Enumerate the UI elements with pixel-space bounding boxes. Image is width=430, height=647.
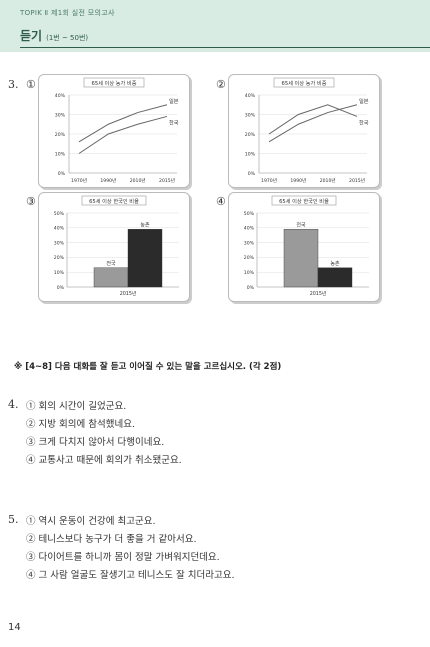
y-tick-label: 10% [55,151,66,157]
x-tick-label: 1990년 [100,177,116,184]
series-line-한국 [78,115,168,154]
y-tick-label: 10% [54,270,65,276]
x-tick-label: 2010년 [130,177,146,184]
y-tick-label: 0% [248,171,256,177]
question-3-number: 3. [8,78,19,91]
option-4-marker: ④ [216,195,226,208]
question-5-option-3: ③ 다이어트를 하니까 몸이 정말 가벼워지던데요. [26,552,220,563]
chart-title: 65세 이상 농가 비중 [282,79,327,87]
section-title-text: 듣기 [20,29,43,43]
chart-svg: 65세 이상 한국인 비율 0% 10% 20% 30% 40% 50% 전국 농촌 2015년 [54,195,179,297]
y-tick-label: 20% [244,255,255,261]
chart-option-2: 65세 이상 농가 비중 0% 10% 20% 30% 40% 1970년 1990년 2010… [228,74,380,188]
series-label: 한국 [359,119,369,126]
y-tick-label: 30% [54,240,65,246]
y-tick-label: 0% [247,285,255,291]
option-3-marker: ③ [26,195,36,208]
x-tick-label: 1970년 [261,177,277,184]
chart-svg: 65세 이상 농가 비중 0% 10% 20% 30% 40% 1970년 1990년 2010… [245,77,369,184]
series-line-일본 [78,104,168,143]
header-band [0,0,430,52]
y-tick-label: 40% [244,226,255,232]
y-tick-label: 40% [245,93,256,99]
series-label: 일본 [359,97,369,105]
y-tick-label: 10% [245,151,256,157]
x-tick-label: 2015년 [159,177,175,184]
x-tick-label: 1990년 [290,177,306,184]
chart-option-1: 65세 이상 농가 비중 0% 10% 20% 30% 40% 1970년 1990년 2010… [38,74,190,188]
x-tick-label: 2015년 [349,177,365,184]
question-4-option-1: ① 회의 시간이 길었군요. [26,401,127,412]
chart-svg: 65세 이상 농가 비중 0% 10% 20% 30% 40% 1970년 1990년 2010… [55,77,179,184]
y-tick-label: 40% [54,226,65,232]
bar-label: 농촌 [140,221,150,228]
chart-title-box [81,195,147,206]
y-tick-label: 0% [58,171,66,177]
y-tick-label: 30% [245,112,256,118]
question-5-option-2: ② 테니스보다 농구가 더 좋을 거 같아서요. [26,534,197,545]
y-tick-label: 40% [55,93,66,99]
question-4-number: 4. [8,398,19,411]
x-tick-label: 2010년 [320,177,336,184]
instruction-text: ※ [4~8] 다음 대화를 잘 듣고 이어질 수 있는 말을 고르십시오. (… [14,362,282,372]
y-tick-label: 10% [244,270,255,276]
y-tick-label: 20% [245,132,256,138]
question-5-option-1: ① 역시 운동이 건강에 최고군요. [26,516,156,527]
bar-농촌 [127,229,163,288]
bar-전국 [93,267,129,288]
page-number: 14 [8,622,21,633]
y-tick-label: 50% [54,211,65,217]
chart-title-box [273,77,335,88]
x-tick-label: 1970년 [71,177,87,184]
section-title: 듣기 (1번 ~ 50번) [20,27,88,44]
question-5-number: 5. [8,513,19,526]
series-line-한국 [268,104,358,135]
x-axis-label: 2015년 [120,290,137,297]
x-axis-label: 2015년 [310,290,327,297]
option-2-marker: ② [216,78,226,91]
header-subtitle: TOPIK Ⅱ 제1회 실전 모의고사 [20,9,115,17]
chart-title-box [271,195,337,206]
y-tick-label: 50% [244,211,255,217]
y-tick-label: 20% [54,255,65,261]
header-divider [20,47,430,48]
bar-label: 전국 [106,260,116,267]
chart-title: 65세 이상 한국인 비율 [279,197,329,205]
question-5-option-4: ④ 그 사람 얼굴도 잘생기고 테니스도 잘 치더라고요. [26,570,235,581]
bar-label: 농촌 [330,260,340,267]
question-4-option-4: ④ 교통사고 때문에 회의가 취소됐군요. [26,455,182,466]
bar-전국 [283,229,319,288]
y-tick-label: 30% [244,240,255,246]
chart-option-3: 65세 이상 한국인 비율 0% 10% 20% 30% 40% 50% 전국 농촌 2015년 [38,192,190,302]
chart-title: 65세 이상 한국인 비율 [89,197,139,205]
question-4-option-3: ③ 크게 다치지 않아서 다행이네요. [26,437,165,448]
chart-title-box [83,77,145,88]
series-label: 한국 [169,119,179,126]
y-tick-label: 0% [57,285,65,291]
y-tick-label: 30% [55,112,66,118]
y-tick-label: 20% [55,132,66,138]
question-range: (1번 ~ 50번) [46,34,89,42]
option-1-marker: ① [26,78,36,91]
bar-농촌 [317,267,353,288]
question-4-option-2: ② 지방 회의에 참석했네요. [26,419,135,430]
chart-title: 65세 이상 농가 비중 [92,79,137,87]
bar-label: 전국 [296,221,306,228]
series-line-일본 [268,104,358,143]
series-label: 일본 [169,97,179,105]
